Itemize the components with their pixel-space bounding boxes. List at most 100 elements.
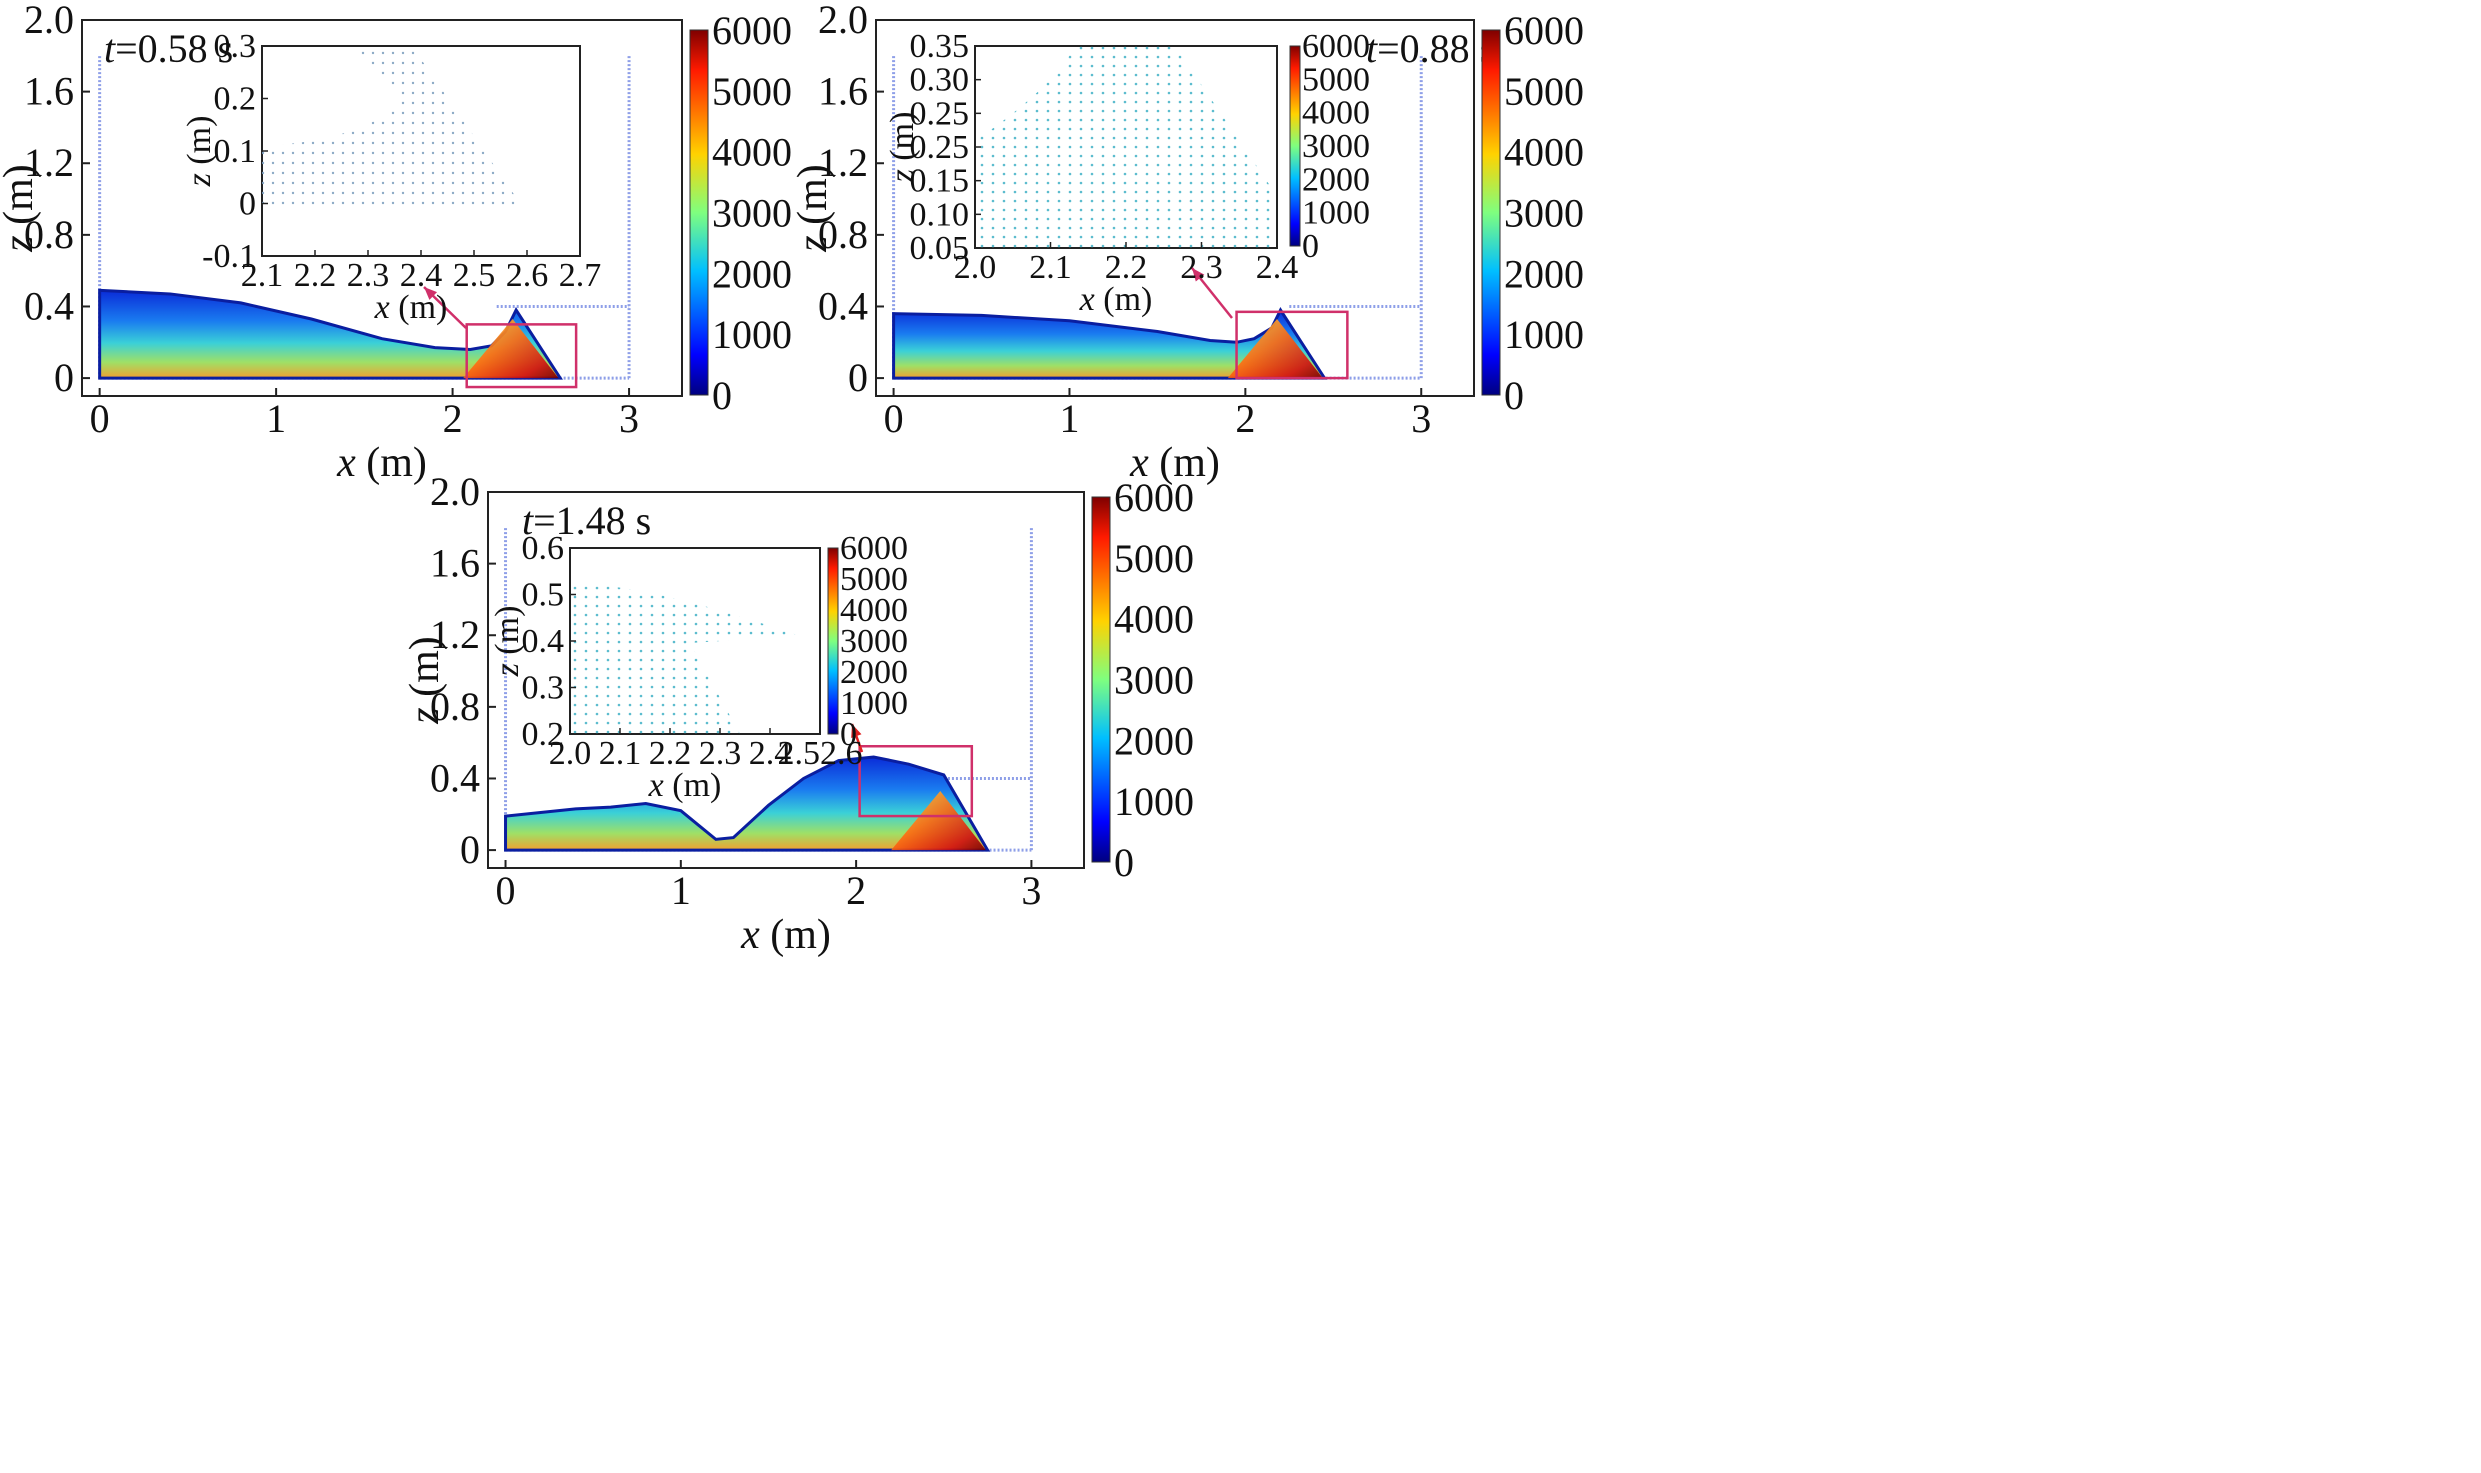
colorbar-tick-label: 3000 bbox=[712, 191, 792, 236]
y-tick-label: 0.8 bbox=[818, 212, 868, 257]
zoom-box bbox=[1235, 310, 1349, 380]
water-body bbox=[504, 755, 991, 852]
colorbar-tick-label: 0 bbox=[1504, 373, 1524, 418]
colorbar-tick-label: 4000 bbox=[1504, 130, 1584, 175]
y-axis-label: z (m) bbox=[402, 636, 448, 725]
inset-particles bbox=[975, 46, 1277, 248]
time-label: t=1.48 s bbox=[522, 498, 651, 543]
x-tick-label: 1 bbox=[1059, 396, 1079, 441]
colorbar-tick-label: 1000 bbox=[1114, 779, 1194, 824]
colorbar-tick-label: 1000 bbox=[712, 312, 792, 357]
inset-y-tick-label: 0.6 bbox=[522, 530, 565, 567]
inset-x-tick-label: 2.1 bbox=[599, 735, 642, 772]
inset-x-tick-label: 2.0 bbox=[549, 735, 592, 772]
inset-x-tick-label: 2.2 bbox=[1105, 249, 1148, 286]
inset-colorbar bbox=[827, 547, 839, 735]
x-tick-label: 3 bbox=[619, 396, 639, 441]
colorbar-tick-label: 5000 bbox=[1114, 536, 1194, 581]
colorbar-tick-label: 5000 bbox=[712, 69, 792, 114]
colorbar-tick-label: 3000 bbox=[1504, 191, 1584, 236]
colorbar-tick-label: 5000 bbox=[1504, 69, 1584, 114]
inset-colorbar-tick-label: 1000 bbox=[840, 685, 908, 722]
inset-x-tick-label: 2.1 bbox=[1029, 249, 1072, 286]
inset-colorbar-tick-label: 4000 bbox=[840, 592, 908, 629]
inset-colorbar-tick-label: 1000 bbox=[1302, 195, 1370, 232]
inset-colorbar-tick-label: 2000 bbox=[840, 654, 908, 691]
inset-y-tick-label: 0.2 bbox=[522, 716, 565, 753]
y-tick-label: 2.0 bbox=[818, 0, 868, 42]
y-tick-label: 2.0 bbox=[24, 0, 74, 42]
x-tick-label: 0 bbox=[884, 396, 904, 441]
inset-colorbar-tick-label: 5000 bbox=[1302, 61, 1370, 98]
x-axis-label: x (m) bbox=[740, 912, 831, 958]
inset-y-tick-label: -0.1 bbox=[202, 238, 256, 275]
x-tick-label: 1 bbox=[671, 868, 691, 913]
inset-x-tick-label: 2.5 bbox=[453, 257, 496, 294]
y-tick-label: 0.4 bbox=[24, 283, 74, 328]
x-tick-label: 2 bbox=[1235, 396, 1255, 441]
inset-y-tick-label: 0.5 bbox=[522, 577, 565, 614]
y-tick-label: 0.4 bbox=[430, 755, 480, 800]
y-tick-label: 1.2 bbox=[430, 612, 480, 657]
y-axis-label: z (m) bbox=[790, 164, 836, 253]
inset-colorbar-tick-label: 0 bbox=[1302, 228, 1319, 265]
x-tick-label: 1 bbox=[266, 396, 286, 441]
inset-y-tick-label: 0.25 bbox=[910, 95, 970, 132]
zoom-arrow-head bbox=[424, 287, 438, 300]
colorbar bbox=[1091, 496, 1111, 863]
inset-y-tick-label: 0.1 bbox=[214, 133, 257, 170]
panel-3: 0 1 2 300.40.81.21.62.0x (m)z (m)t=1.48 s01… bbox=[402, 469, 1194, 958]
inset-x-tick-label: 2.2 bbox=[649, 735, 692, 772]
x-tick-label: 2 bbox=[443, 396, 463, 441]
inset-colorbar-tick-label: 0 bbox=[840, 716, 857, 753]
colorbar-tick-label: 4000 bbox=[712, 130, 792, 175]
inset: 2.1 2.2 2.3 2.4 2.5 2.6 2.7 -0.1 0 0.1 0.2 0.3 x (m)… bbox=[181, 28, 601, 326]
inset-x-tick-label: 2.4 bbox=[1256, 249, 1299, 286]
inset-y-tick-label: 0.3 bbox=[522, 670, 565, 707]
inset: 2.0 2.1 2.2 2.3 2.40.050.100.150.250.250.300… bbox=[884, 28, 1370, 318]
inset-colorbar-tick-label: 6000 bbox=[1302, 28, 1370, 65]
y-tick-label: 0 bbox=[460, 827, 480, 872]
colorbar bbox=[1481, 29, 1501, 396]
panel-1: 0 1 2 3 0 0.4 0.8 1.2 1.6 2.0 x (m) z (m) t=0.58 s 0 1… bbox=[0, 0, 792, 486]
inset-y-tick-label: 0.30 bbox=[910, 62, 970, 99]
inset-y-axis-label: z (m) bbox=[489, 606, 526, 678]
inset-y-axis-label: z (m) bbox=[181, 116, 218, 188]
colorbar-tick-label: 4000 bbox=[1114, 597, 1194, 642]
water-body bbox=[892, 307, 1328, 380]
x-tick-label: 3 bbox=[1411, 396, 1431, 441]
y-tick-label: 1.6 bbox=[430, 541, 480, 586]
inset-colorbar-tick-label: 2000 bbox=[1302, 161, 1370, 198]
x-axis-label: x (m) bbox=[336, 440, 427, 486]
x-tick-label: 2 bbox=[846, 868, 866, 913]
colorbar bbox=[689, 29, 709, 396]
colorbar-tick-label: 1000 bbox=[1504, 312, 1584, 357]
inset-y-tick-label: 0.3 bbox=[214, 28, 257, 65]
time-label: t=0.88 s bbox=[1366, 26, 1495, 71]
y-tick-label: 1.2 bbox=[24, 140, 74, 185]
inset-colorbar bbox=[1289, 45, 1301, 247]
pressure-wedge bbox=[463, 319, 559, 379]
pressure-wedge bbox=[1227, 319, 1323, 379]
inset-x-tick-label: 2.0 bbox=[954, 249, 997, 286]
inset-particles bbox=[570, 585, 800, 734]
inset-y-axis-label: z (m) bbox=[884, 112, 921, 184]
colorbar-tick-label: 0 bbox=[1114, 840, 1134, 885]
zoom-arrow-head bbox=[851, 724, 862, 738]
x-tick-label: 0 bbox=[90, 396, 110, 441]
inset-y-tick-label: 0.2 bbox=[214, 81, 257, 118]
inset-colorbar-tick-label: 4000 bbox=[1302, 95, 1370, 132]
inset-y-tick-label: 0.35 bbox=[910, 28, 970, 65]
inset-colorbar-tick-label: 3000 bbox=[840, 623, 908, 660]
colorbar-tick-label: 6000 bbox=[1504, 8, 1584, 53]
inset-x-axis-label: x (m) bbox=[374, 289, 448, 326]
colorbar-tick-label: 2000 bbox=[712, 251, 792, 296]
y-tick-label: 0.8 bbox=[430, 684, 480, 729]
y-axis-label: z (m) bbox=[0, 164, 42, 253]
time-label: t=0.58 s bbox=[104, 26, 233, 71]
inset-particles bbox=[262, 46, 522, 211]
water-body bbox=[98, 288, 563, 380]
x-tick-label: 3 bbox=[1021, 868, 1041, 913]
colorbar-tick-label: 0 bbox=[712, 373, 732, 418]
inset-x-tick-label: 2.4 bbox=[749, 735, 792, 772]
